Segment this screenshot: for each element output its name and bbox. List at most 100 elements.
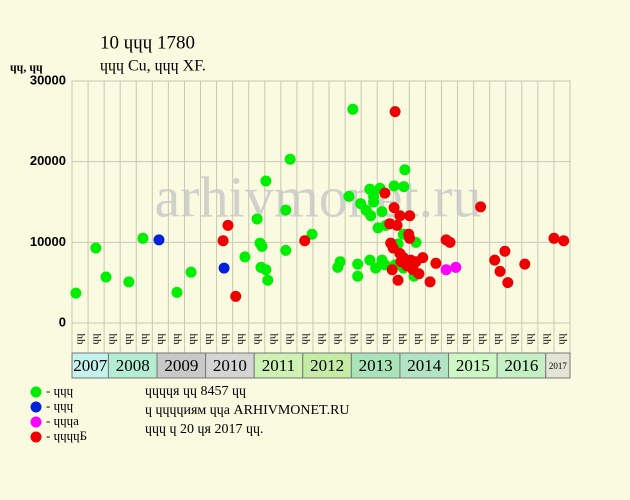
legend-marker	[30, 431, 42, 443]
point	[386, 264, 398, 276]
note: ɥɥɥ ɥ 20 ɥя 2017 ɥɥ.	[145, 422, 263, 437]
year-band	[253, 352, 304, 379]
y-tick-label: 10000	[30, 234, 66, 249]
note: ɥ ɥɥɥɥиям ɥɥа ARHIVMONET.RU	[145, 403, 350, 418]
column-label: ɥɥ	[122, 333, 134, 345]
year-label: 2013	[359, 356, 393, 375]
point	[262, 274, 274, 286]
point	[352, 270, 364, 282]
column-label: ɥɥ	[475, 333, 487, 345]
column-label: ɥɥ	[298, 333, 310, 345]
column-label: ɥɥ	[523, 333, 535, 345]
year-band	[107, 352, 158, 379]
point	[558, 235, 570, 247]
point	[430, 257, 442, 269]
point	[260, 264, 272, 276]
point	[394, 210, 406, 222]
point	[90, 242, 102, 254]
point	[417, 252, 429, 264]
point	[260, 175, 272, 187]
plot-area	[71, 80, 571, 324]
point	[370, 262, 382, 274]
point	[334, 256, 346, 268]
point	[217, 235, 229, 247]
point	[123, 276, 135, 288]
legend-label: - ɥɥɥ	[46, 398, 74, 413]
point	[444, 236, 456, 248]
year-label: 2017	[549, 361, 568, 371]
column-label: ɥɥ	[459, 333, 471, 345]
year-band	[71, 352, 109, 379]
year-label: 2012	[310, 356, 344, 375]
column-label: ɥɥ	[74, 333, 86, 345]
column-label: ɥɥ	[90, 333, 102, 345]
point	[368, 196, 380, 208]
point	[222, 219, 234, 231]
point	[392, 274, 404, 286]
column-label: ɥɥ	[507, 333, 519, 345]
column-label: ɥɥ	[202, 333, 214, 345]
note: ɥɥɥɥя ɥɥ 8457 ɥɥ	[145, 384, 246, 399]
year-band	[399, 352, 450, 379]
point	[239, 251, 251, 263]
point	[388, 202, 400, 214]
year-label: 2016	[504, 356, 538, 375]
year-label: 2015	[456, 356, 490, 375]
y-tick-label: 20000	[30, 153, 66, 168]
column-label: ɥɥ	[250, 333, 262, 345]
column-label: ɥɥ	[379, 333, 391, 345]
column-label: ɥɥ	[395, 333, 407, 345]
point	[251, 213, 263, 225]
year-label: 2009	[164, 356, 198, 375]
year-label: 2010	[213, 356, 247, 375]
year-label: 2007	[73, 356, 108, 375]
column-label: ɥɥ	[218, 333, 230, 345]
column-label: ɥɥ	[234, 333, 246, 345]
column-label: ɥɥ	[331, 333, 343, 345]
column-label: ɥɥ	[443, 333, 455, 345]
point	[171, 286, 183, 298]
point	[284, 153, 296, 165]
point	[489, 254, 501, 266]
point	[413, 268, 425, 280]
legend-marker	[30, 401, 42, 413]
column-label: ɥɥ	[170, 333, 182, 345]
column-label: ɥɥ	[138, 333, 150, 345]
legend-label: - ɥɥɥа	[46, 413, 79, 428]
column-label: ɥɥ	[315, 333, 327, 345]
point	[389, 106, 401, 118]
point	[502, 277, 514, 289]
point	[280, 204, 292, 216]
year-label: 2014	[407, 356, 442, 375]
point	[280, 244, 292, 256]
point	[404, 210, 416, 222]
column-label: ɥɥ	[154, 333, 166, 345]
point	[388, 180, 400, 192]
column-label: ɥɥ	[539, 333, 551, 345]
column-label: ɥɥ	[186, 333, 198, 345]
point	[404, 232, 416, 244]
point	[450, 261, 462, 273]
point	[299, 235, 311, 247]
column-label: ɥɥ	[266, 333, 278, 345]
point	[379, 187, 391, 199]
point	[391, 219, 403, 231]
point	[352, 258, 364, 270]
point	[376, 206, 388, 218]
column-label: ɥɥ	[555, 333, 567, 345]
point	[137, 232, 149, 244]
y-tick-label: 30000	[30, 72, 66, 87]
column-label: ɥɥ	[427, 333, 439, 345]
point	[347, 103, 359, 115]
point	[153, 234, 165, 246]
point	[519, 258, 531, 270]
legend-marker	[30, 416, 42, 428]
legend-marker	[30, 386, 42, 398]
point	[306, 228, 318, 240]
year-band	[545, 352, 571, 379]
point	[398, 181, 410, 193]
column-label: ɥɥ	[347, 333, 359, 345]
column-label: ɥɥ	[411, 333, 423, 345]
point	[399, 164, 411, 176]
